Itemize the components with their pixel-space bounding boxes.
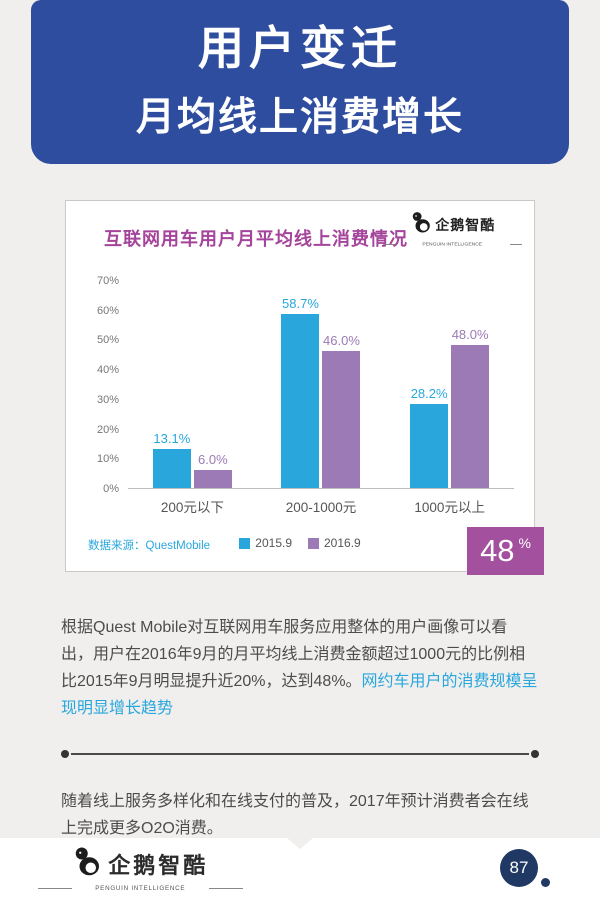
page-number-badge: 87 bbox=[500, 849, 538, 887]
bar-value-label: 58.7% bbox=[282, 296, 319, 311]
bar-group: 58.7% 46.0% bbox=[281, 296, 361, 488]
divider-dot-right bbox=[531, 750, 539, 758]
paragraph-lead-text: 根据Quest Mobile对互联网用车服务应用整体的用户画像可以看出，用户在2… bbox=[61, 619, 526, 690]
y-axis-tick: 20% bbox=[96, 423, 119, 436]
bar bbox=[322, 351, 361, 488]
chart-legend: 2015.9 2016.9 bbox=[82, 534, 518, 550]
bar bbox=[410, 404, 449, 488]
legend-swatch bbox=[308, 537, 319, 549]
bar-value-label: 46.0% bbox=[323, 333, 360, 348]
legend-item: 2016.9 bbox=[308, 536, 361, 550]
chart-card: 互联网用车用户月平均线上消费情况 企鹅智酷 PENGUIN INTELLIGEN… bbox=[65, 200, 544, 575]
chart-title: 互联网用车用户月平均线上消费情况 bbox=[104, 229, 408, 249]
divider-dot-left bbox=[61, 750, 69, 758]
bar bbox=[451, 345, 490, 488]
page-number-dot bbox=[541, 878, 550, 887]
data-source-note: 数据来源：QuestMobile bbox=[88, 540, 211, 552]
banner-title-line2: 月均线上消费增长 bbox=[135, 96, 464, 139]
bar-group: 13.1% 6.0% bbox=[152, 431, 232, 488]
card-brand-logo: 企鹅智酷 PENGUIN INTELLIGENCE bbox=[383, 211, 522, 249]
legend-item: 2015.9 bbox=[239, 536, 292, 550]
chart-plot: 13.1% 6.0% 58.7% 46.0% 28.2% 48.0% bbox=[128, 281, 514, 489]
divider-line bbox=[71, 753, 529, 755]
footer-brand-name: 企鹅智酷 bbox=[108, 852, 209, 878]
penguin-logo-icon bbox=[410, 211, 432, 238]
bar-value-label: 48.0% bbox=[451, 327, 489, 342]
legend-label: 2015.9 bbox=[255, 536, 292, 550]
chart-yaxis: 70% 60% 50% 40% 30% 20% 10% 0% bbox=[82, 275, 128, 495]
banner-title-line1: 用户变迁 bbox=[198, 22, 402, 74]
y-axis-tick: 0% bbox=[103, 482, 119, 495]
bar-chart: 70% 60% 50% 40% 30% 20% 10% 0% 13.1% 6.0% 58.7% 46… bbox=[82, 275, 518, 516]
footer-brand-subtitle: PENGUIN INTELLIGENCE bbox=[38, 883, 243, 893]
bar-group: 28.2% 48.0% bbox=[410, 327, 490, 488]
bar bbox=[193, 470, 232, 488]
bar-value-label: 28.2% bbox=[410, 386, 448, 401]
x-axis-label: 1000元以上 bbox=[414, 500, 485, 515]
bar-value-label: 6.0% bbox=[198, 452, 228, 467]
badge-value: 48 bbox=[480, 533, 515, 568]
y-axis-tick: 60% bbox=[96, 304, 119, 317]
legend-swatch bbox=[239, 537, 251, 549]
x-axis-label: 200-1000元 bbox=[285, 500, 357, 515]
penguin-logo-icon bbox=[72, 846, 102, 881]
highlight-value-badge: 48 % bbox=[467, 527, 544, 575]
bar-value-label: 13.1% bbox=[153, 431, 191, 446]
bar bbox=[281, 314, 320, 488]
y-axis-tick: 30% bbox=[96, 393, 119, 406]
x-axis-label: 200元以下 bbox=[160, 500, 224, 515]
page-number: 87 bbox=[509, 858, 529, 877]
paragraph-highlight-text: 网约车用户的消费规模呈现明显增长趋势 bbox=[61, 673, 538, 717]
y-axis-tick: 10% bbox=[96, 453, 119, 466]
y-axis-tick: 50% bbox=[96, 334, 119, 347]
footer-notch bbox=[287, 838, 313, 849]
y-axis-tick: 70% bbox=[96, 275, 119, 287]
footer: 企鹅智酷 PENGUIN INTELLIGENCE 87 bbox=[0, 838, 600, 900]
brand-subtitle: PENGUIN INTELLIGENCE bbox=[383, 239, 522, 249]
forecast-paragraph: 随着线上服务多样化和在线支付的普及，2017年预计消费者会在线上完成更多O2O消… bbox=[61, 793, 529, 837]
badge-unit: % bbox=[518, 535, 531, 551]
legend-label: 2016.9 bbox=[324, 536, 361, 550]
title-banner: 用户变迁 月均线上消费增长 bbox=[31, 0, 569, 164]
chart-xaxis: 200元以下 200-1000元 1000元以上 bbox=[128, 496, 514, 516]
brand-name: 企鹅智酷 bbox=[435, 216, 496, 233]
y-axis-tick: 40% bbox=[96, 364, 119, 377]
section-divider bbox=[61, 750, 539, 758]
footer-brand-logo: 企鹅智酷 PENGUIN INTELLIGENCE bbox=[38, 846, 243, 893]
bar bbox=[152, 449, 191, 488]
analysis-paragraph: 根据Quest Mobile对互联网用车服务应用整体的用户画像可以看出，用户在2… bbox=[61, 614, 539, 722]
